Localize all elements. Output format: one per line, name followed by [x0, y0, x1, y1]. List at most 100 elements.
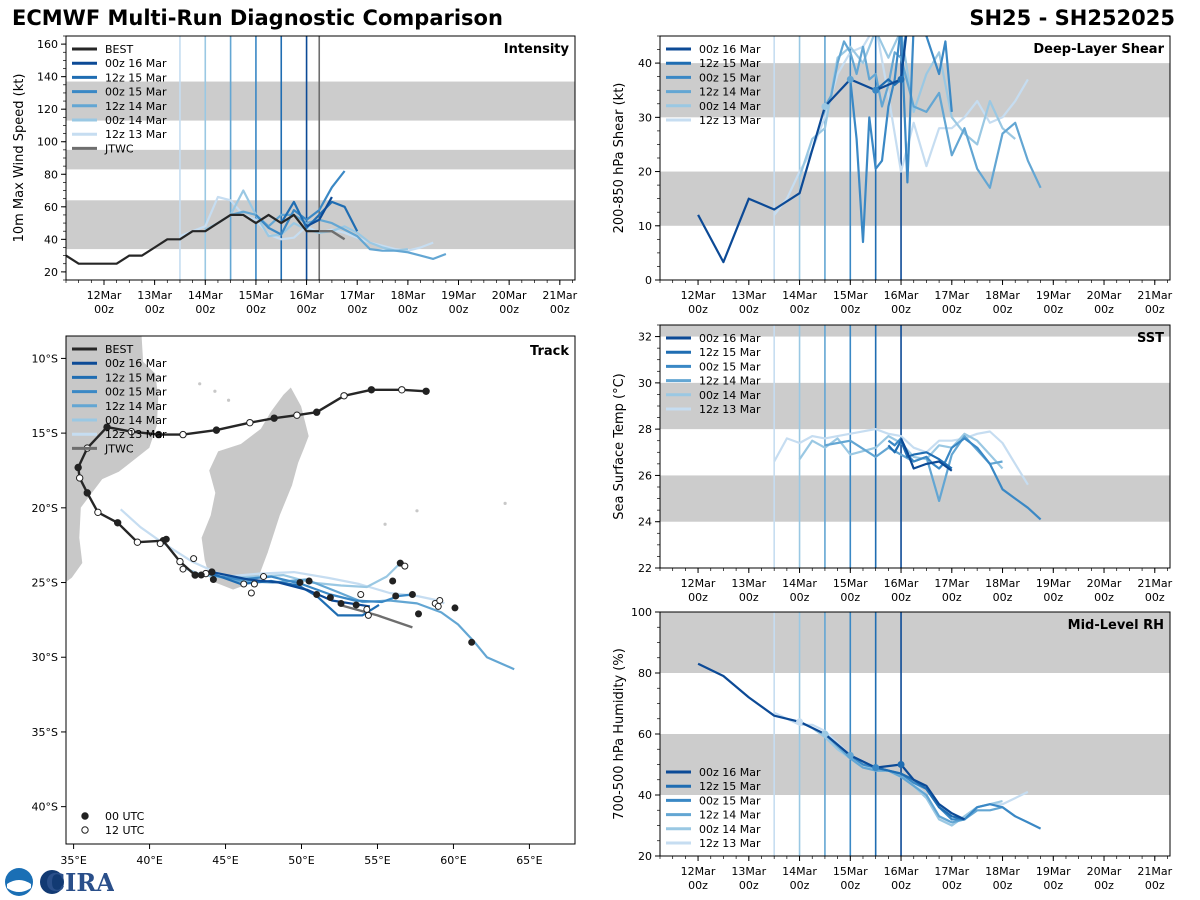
- intensity-xtick-day: 20Mar: [492, 289, 527, 302]
- best-point-00utc: [422, 387, 430, 395]
- forecast-point-12utc: [363, 605, 371, 613]
- track-map: 35°E 40°E 45°E 50°E 55°E 60°E 65°E 10°S 15°S 20°S…: [32, 335, 576, 867]
- intensity-legend-label: 12z 13 Mar: [105, 128, 167, 141]
- track-xtick-label: 45°E: [212, 854, 238, 867]
- track-marker-legend-symbol: [81, 812, 89, 820]
- sst-ytick-label: 26: [638, 469, 652, 482]
- shear-xtick-day: 18Mar: [985, 289, 1020, 302]
- track-marker-legend-symbol: [81, 826, 89, 834]
- track-plot-area: [66, 336, 515, 671]
- intensity-series-line: [280, 200, 359, 232]
- rh-xtick-day: 21Mar: [1137, 865, 1172, 878]
- forecast-point-12utc: [436, 596, 444, 604]
- forecast-point-12utc: [250, 580, 258, 588]
- sst-xtick-hour: 00z: [1145, 591, 1165, 604]
- forecast-point-00utc: [296, 579, 304, 587]
- sst-xtick-hour: 00z: [790, 591, 810, 604]
- sst-xtick-day: 20Mar: [1087, 577, 1122, 590]
- shear-xtick-hour: 00z: [840, 303, 860, 316]
- intensity-legend-label: 00z 14 Mar: [105, 114, 167, 127]
- jtwc-track: [339, 603, 413, 629]
- intensity-ytick-label: 80: [44, 168, 58, 181]
- track-ytick-label: 35°S: [32, 726, 58, 739]
- intensity-plot-area: [66, 36, 575, 280]
- intensity-ytick-label: 140: [37, 71, 58, 84]
- shear-chart: 01020304012Mar00z13Mar00z14Mar00z15Mar00…: [612, 35, 1173, 316]
- track-xtick-label: 60°E: [440, 854, 466, 867]
- sst-xtick-day: 16Mar: [884, 577, 919, 590]
- intensity-xtick-hour: 00z: [449, 303, 469, 316]
- forecast-point-12utc: [247, 589, 255, 597]
- intensity-ytick-label: 20: [44, 266, 58, 279]
- intensity-xtick-day: 14Mar: [188, 289, 223, 302]
- shear-xtick-hour: 00z: [993, 303, 1013, 316]
- rh-init-marker: [872, 764, 880, 772]
- rh-xtick-day: 17Mar: [934, 865, 969, 878]
- forecast-point-00utc: [162, 535, 170, 543]
- track-legend-label: 00z 14 Mar: [105, 414, 167, 427]
- shear-legend-label: 00z 16 Mar: [699, 43, 761, 56]
- track-xtick-label: 50°E: [288, 854, 314, 867]
- best-point-12utc: [75, 474, 84, 482]
- forecast-track: [119, 508, 445, 605]
- shear-legend-label: 00z 15 Mar: [699, 71, 761, 84]
- best-point-00utc: [113, 519, 122, 527]
- best-point-12utc: [398, 386, 406, 394]
- forecast-point-12utc: [364, 611, 372, 619]
- sst-xtick-hour: 00z: [1094, 591, 1114, 604]
- rh-legend-label: 00z 15 Mar: [699, 794, 761, 807]
- shear-xtick-day: 13Mar: [731, 289, 766, 302]
- rh-legend-label: 12z 13 Mar: [699, 837, 761, 850]
- intensity-title: Intensity: [504, 42, 570, 57]
- track-ytick-label: 15°S: [32, 427, 58, 440]
- rh-init-marker: [897, 761, 905, 768]
- shear-xtick-hour: 00z: [1043, 303, 1063, 316]
- sst-band: [660, 475, 1170, 522]
- shear-xtick-day: 19Mar: [1036, 289, 1071, 302]
- rh-xtick-day: 13Mar: [731, 865, 766, 878]
- sst-title: SST: [1137, 331, 1164, 346]
- sst-frame: [659, 324, 1171, 569]
- track-marker-legend-label: 12 UTC: [105, 824, 145, 837]
- best-point-00utc: [313, 408, 321, 416]
- intensity-xtick-hour: 00z: [550, 303, 570, 316]
- sst-xtick-day: 21Mar: [1137, 577, 1172, 590]
- sst-xtick-day: 15Mar: [833, 577, 868, 590]
- sst-band: [660, 382, 1170, 430]
- best-point-00utc: [191, 571, 199, 579]
- best-point-12utc: [133, 538, 142, 546]
- track-ytick-label: 40°S: [32, 801, 58, 814]
- forecast-point-00utc: [197, 571, 205, 579]
- intensity-xtick-day: 21Mar: [542, 289, 577, 302]
- track-xtick-label: 35°E: [60, 854, 86, 867]
- rh-legend-label: 12z 14 Mar: [699, 809, 761, 822]
- track-ytick-label: 20°S: [32, 502, 58, 515]
- intensity-xtick-hour: 00z: [398, 303, 418, 316]
- rh-ytick-label: 20: [638, 850, 652, 863]
- forecast-point-12utc: [240, 580, 248, 588]
- best-point-00utc: [367, 386, 376, 394]
- sst-plot-area: [660, 325, 1170, 568]
- rh-band: [660, 612, 1170, 673]
- madagascar-landmass: [200, 386, 310, 591]
- rh-xtick-day: 19Mar: [1036, 865, 1071, 878]
- rh-series-line: [875, 766, 965, 821]
- intensity-xtick-hour: 00z: [499, 303, 519, 316]
- shear-legend-label: 12z 14 Mar: [699, 86, 761, 99]
- best-point-12utc: [293, 411, 301, 419]
- forecast-point-12utc: [434, 602, 442, 610]
- shear-xtick-hour: 00z: [942, 303, 962, 316]
- track-legend-label: 12z 14 Mar: [105, 400, 167, 413]
- intensity-xtick-day: 12Mar: [87, 289, 122, 302]
- island: [226, 398, 231, 402]
- noaa-wave-icon: [7, 880, 31, 892]
- sst-xtick-hour: 00z: [739, 591, 759, 604]
- shear-ytick-label: 40: [638, 57, 652, 70]
- intensity-xtick-hour: 00z: [94, 303, 114, 316]
- sst-xtick-hour: 00z: [840, 591, 860, 604]
- intensity-best-line: [66, 213, 320, 265]
- sst-xtick-hour: 00z: [891, 591, 911, 604]
- storm-id: SH25 - SH252025: [969, 6, 1175, 30]
- track-ytick-label: 10°S: [32, 352, 58, 365]
- intensity-series-line: [306, 196, 333, 228]
